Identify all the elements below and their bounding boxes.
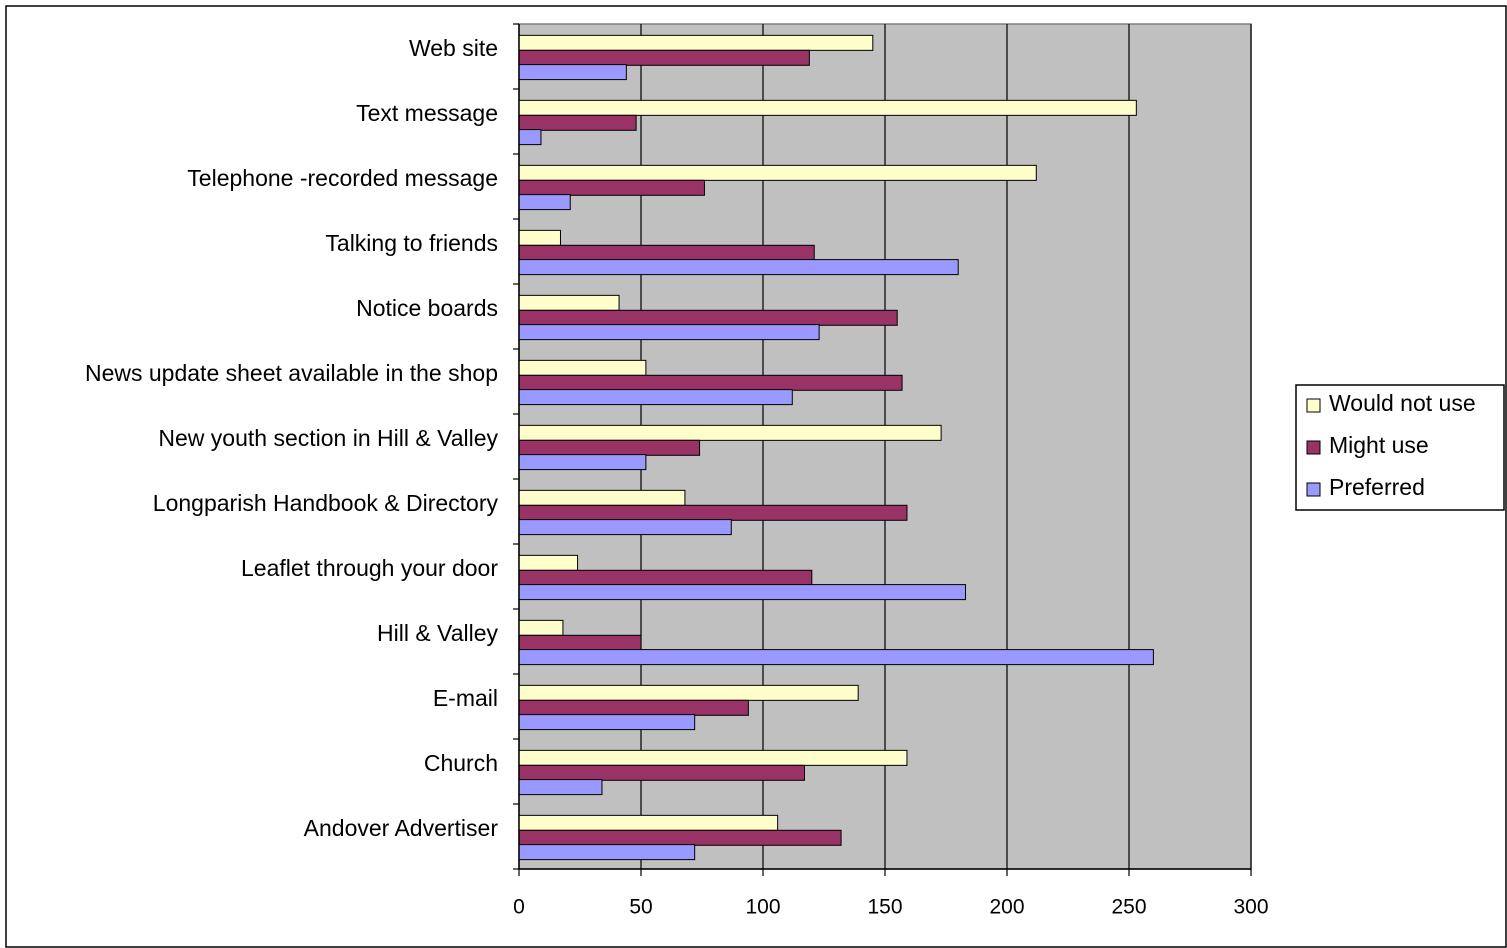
bar [518,439,701,456]
bar [518,454,647,471]
legend-label: Would not use [1329,390,1476,416]
legend-swatch [1306,440,1321,455]
category-label: Hill & Valley [377,620,498,646]
legend-label: Preferred [1329,474,1425,500]
bar [518,779,603,796]
bar [518,519,732,536]
bar [518,194,571,211]
gridlines [640,24,1252,869]
bar [518,324,820,341]
bar [518,844,696,861]
category-label: Longparish Handbook & Directory [153,490,499,516]
x-tick-label: 100 [745,896,780,919]
category-label: Notice boards [356,295,498,321]
bar [518,749,908,766]
bar [518,389,793,406]
bar [518,164,1037,181]
category-label: News update sheet available in the shop [85,360,498,386]
category-label: Church [424,750,498,776]
bar [518,294,620,311]
bar [518,244,815,261]
bar [518,229,561,246]
bar [518,814,779,831]
bar [518,129,542,146]
bar [518,584,967,601]
category-label: Talking to friends [325,230,498,256]
category-label: New youth section in Hill & Valley [158,425,498,451]
bar [518,309,898,326]
category-label: Web site [409,35,498,61]
bar [518,34,874,51]
x-tick-label: 150 [867,896,902,919]
legend-label: Might use [1329,432,1429,458]
category-label: E-mail [433,685,498,711]
category-labels: Web site Text message Telephone -recorded … [85,35,499,841]
bar [518,649,1154,666]
bar [518,699,749,716]
axes [513,23,1252,876]
category-label: Andover Advertiser [304,815,499,841]
bar [518,424,942,441]
bar [518,259,959,276]
bar [518,49,810,66]
bar [518,619,564,636]
bar [518,359,647,376]
legend: Would not use Might use Preferred [1295,384,1505,511]
x-tick-label: 200 [989,896,1024,919]
category-label: Telephone -recorded message [187,165,498,191]
bar [518,489,686,506]
legend-swatch [1306,482,1321,497]
x-tick-label: 250 [1111,896,1146,919]
bar [518,714,696,731]
bar [518,99,1137,116]
bar [518,634,642,651]
category-label: Text message [356,100,498,126]
legend-swatch [1306,398,1321,413]
bars [518,34,1154,861]
bar [518,114,637,131]
bar [518,829,842,846]
bar [518,374,903,391]
bar [518,179,705,196]
bar [518,764,805,781]
x-tick-label: 50 [629,896,652,919]
bar [518,64,627,81]
legend-box [1295,384,1505,511]
category-label: Leaflet through your door [241,555,498,581]
bar [518,569,813,586]
x-tick-labels: 0 50 100 150 200 250 300 [513,896,1268,919]
bar [518,684,859,701]
bar [518,504,908,521]
x-tick-label: 300 [1233,896,1268,919]
x-tick-label: 0 [513,896,525,919]
bar [518,554,579,571]
